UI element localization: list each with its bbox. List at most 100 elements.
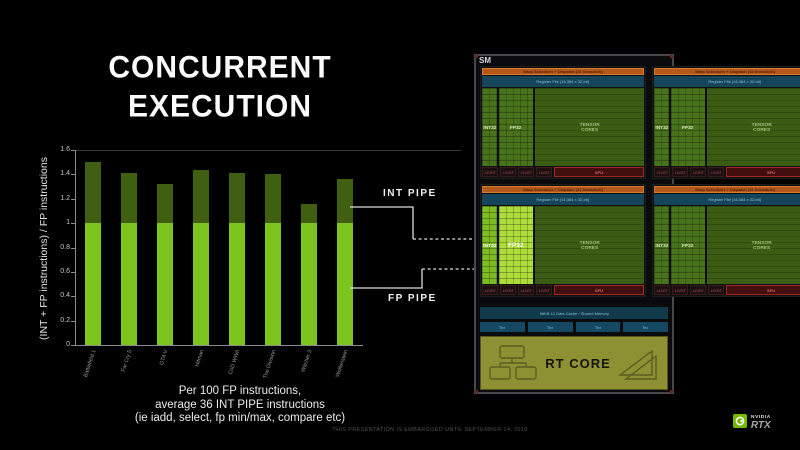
- chart-note: Per 100 FP instructions, average 36 INT …: [105, 385, 375, 426]
- fp-bar-segment: [265, 223, 281, 345]
- int-bar-segment: [337, 179, 353, 224]
- tex-label: Tex: [594, 324, 601, 330]
- fp-bar-segment: [157, 223, 173, 345]
- exec-units: INT32 FP32 TENSOR CORES: [482, 206, 644, 284]
- sm-partition: Warp Scheduler + Dispatch (32 thread/clk…: [480, 66, 646, 179]
- ldst-unit: LD/ST: [500, 285, 516, 295]
- ldst-label: LD/ST: [538, 287, 550, 293]
- sm-partition: Warp Scheduler + Dispatch (32 thread/clk…: [651, 184, 800, 297]
- int32-unit: INT32: [482, 206, 497, 284]
- y-tick-label: 0.4: [60, 292, 70, 300]
- ldst-label: LD/ST: [538, 169, 550, 175]
- product-name: RTX: [750, 420, 771, 431]
- register-file-bar: Register File (16,384 x 32-bit): [482, 76, 644, 87]
- note-line-3: (ie iadd, select, fp min/max, compare et…: [134, 412, 346, 424]
- warp-scheduler-bar: Warp Scheduler + Dispatch (32 thread/clk…: [482, 186, 644, 193]
- y-tick-label: 1: [66, 219, 70, 227]
- ldst-label: LD/ST: [520, 169, 532, 175]
- int32-unit-label: INT32: [654, 242, 669, 248]
- y-tick-label: 1.6: [60, 146, 70, 153]
- ldst-label: LD/ST: [674, 287, 686, 293]
- sfu-label: SFU: [766, 287, 775, 293]
- tensor-cores-unit: TENSOR CORES: [706, 206, 800, 284]
- fp32-unit-label: FP32: [682, 124, 694, 130]
- embargo-footer: THIS PRESENTATION IS EMBARGOED UNTIL SEP…: [332, 425, 528, 433]
- ldst-unit: LD/ST: [653, 167, 670, 177]
- ldst-label: LD/ST: [484, 287, 496, 293]
- tensor-cores-unit-label: TENSOR CORES: [579, 121, 600, 133]
- ldst-label: LD/ST: [692, 169, 704, 175]
- warp-scheduler-bar: Warp Scheduler + Dispatch (32 thread/clk…: [482, 68, 644, 75]
- ldst-sfu-row: LD/ST LD/ST LD/ST LD/ST SFU: [653, 167, 800, 177]
- int-bar-segment: [121, 173, 137, 224]
- ldst-unit: LD/ST: [536, 167, 552, 177]
- tex-unit: Tex: [623, 322, 668, 332]
- tensor-cores-unit-label: TENSOR CORES: [579, 239, 600, 251]
- fp-pipe-line: [350, 269, 423, 289]
- y-tick-mark: [71, 247, 75, 249]
- ldst-unit: LD/ST: [707, 167, 724, 177]
- y-tick-label: 0: [66, 341, 70, 348]
- fp32-unit-label: FP32: [682, 242, 694, 248]
- ldst-unit: LD/ST: [482, 285, 498, 295]
- register-file-label: Register File (16,384 x 32-bit): [708, 197, 762, 202]
- sfu-unit: SFU: [554, 285, 644, 295]
- y-tick-mark: [71, 320, 75, 322]
- ldst-label: LD/ST: [674, 169, 686, 175]
- tex-unit: Tex: [480, 322, 525, 332]
- note-line-2: average 36 INT PIPE instructions: [155, 398, 325, 411]
- tensor-cores-unit-label: TENSOR CORES: [751, 121, 772, 133]
- fp32-unit: FP32: [499, 88, 533, 166]
- warp-scheduler-label: Warp Scheduler + Dispatch (32 thread/clk…: [522, 69, 603, 74]
- ldst-unit: LD/ST: [518, 285, 534, 295]
- bvh-boxes-icon: [489, 345, 537, 380]
- sfu-label: SFU: [594, 287, 603, 293]
- ldst-unit: LD/ST: [689, 285, 706, 295]
- rt-core-block: RT CORE: [480, 336, 668, 390]
- fp32-unit: FP32: [670, 88, 705, 166]
- nvidia-rtx-logo: NVIDIA RTX: [732, 412, 784, 431]
- y-tick-label: 1.4: [60, 170, 70, 178]
- int-bar-segment: [265, 174, 281, 224]
- fp32-unit-label: FP32: [510, 124, 522, 130]
- ldst-unit: LD/ST: [653, 285, 670, 295]
- tex-unit: Tex: [527, 322, 573, 332]
- sfu-unit: SFU: [725, 167, 800, 177]
- warp-scheduler-label: Warp Scheduler + Dispatch (32 thread/clk…: [522, 187, 603, 192]
- int-pipe-line: [350, 206, 414, 239]
- tex-label: Tex: [642, 324, 649, 330]
- warp-scheduler-bar: Warp Scheduler + Dispatch (32 thread/clk…: [653, 68, 800, 75]
- rt-core-label: RT CORE: [545, 355, 611, 371]
- exec-units: INT32 FP32 TENSOR CORES: [653, 88, 800, 166]
- y-tick-mark: [71, 223, 75, 225]
- fp32-unit-label: FP32: [508, 241, 524, 249]
- y-tick-label: 0.2: [60, 316, 70, 324]
- int32-unit: INT32: [482, 88, 497, 166]
- tex-label: Tex: [547, 324, 554, 330]
- corner-marker: [475, 55, 478, 58]
- tensor-cores-unit: TENSOR CORES: [706, 88, 800, 166]
- ldst-sfu-row: LD/ST LD/ST LD/ST LD/ST SFU: [482, 285, 644, 295]
- l1-cache-bar: 96KB L1 Data Cache / Shared Memory: [480, 307, 668, 319]
- ldst-sfu-row: LD/ST LD/ST LD/ST LD/ST SFU: [653, 285, 800, 295]
- y-tick-mark: [71, 296, 75, 298]
- fp32-unit: FP32: [670, 206, 705, 284]
- exec-units: INT32 FP32 TENSOR CORES: [653, 206, 800, 284]
- sm-partition: Warp Scheduler + Dispatch (32 thread/clk…: [480, 184, 646, 297]
- ldst-label: LD/ST: [520, 287, 532, 293]
- ldst-label: LD/ST: [656, 169, 668, 175]
- fp-bar-segment: [85, 223, 101, 345]
- ldst-label: LD/ST: [710, 287, 722, 293]
- warp-scheduler-bar: Warp Scheduler + Dispatch (32 thread/clk…: [653, 186, 800, 193]
- int32-unit: INT32: [653, 206, 669, 284]
- tex-label: Tex: [499, 324, 506, 330]
- corner-marker: [670, 390, 673, 393]
- sm-title: SM: [479, 56, 491, 65]
- y-tick-label: 1.2: [60, 194, 70, 202]
- tex-unit: Tex: [575, 322, 621, 332]
- int-bar-segment: [157, 184, 173, 224]
- warp-scheduler-label: Warp Scheduler + Dispatch (32 thread/clk…: [694, 69, 775, 74]
- tex-unit-row: Tex Tex Tex Tex: [480, 322, 668, 332]
- sm-partition: Warp Scheduler + Dispatch (32 thread/clk…: [651, 66, 800, 179]
- ldst-label: LD/ST: [692, 287, 704, 293]
